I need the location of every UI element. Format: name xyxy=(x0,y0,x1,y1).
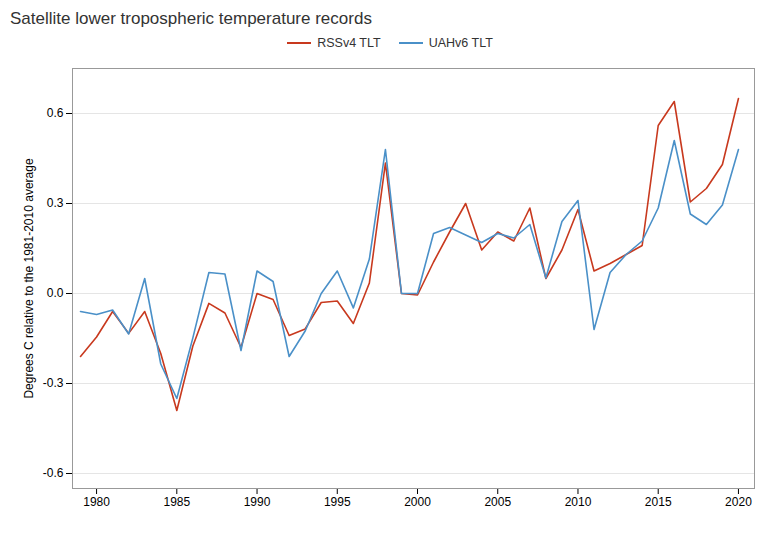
svg-text:1980: 1980 xyxy=(83,495,110,509)
svg-text:2005: 2005 xyxy=(484,495,511,509)
html-text:RSSv4 TLT: RSSv4 TLT xyxy=(317,36,381,50)
svg-text:Degrees C relative to the 1981: Degrees C relative to the 1981-2010 aver… xyxy=(22,158,36,398)
svg-text:2000: 2000 xyxy=(404,495,431,509)
svg-text:2010: 2010 xyxy=(565,495,592,509)
svg-text:1985: 1985 xyxy=(163,495,190,509)
svg-text:0.6: 0.6 xyxy=(47,106,64,120)
svg-text:0.3: 0.3 xyxy=(47,196,64,210)
svg-text:1995: 1995 xyxy=(324,495,351,509)
svg-text:2020: 2020 xyxy=(725,495,752,509)
html-text:UAHv6 TLT: UAHv6 TLT xyxy=(428,36,493,50)
svg-text:0.0: 0.0 xyxy=(47,286,64,300)
svg-text:-0.3: -0.3 xyxy=(43,376,64,390)
svg-text:-0.6: -0.6 xyxy=(43,466,64,480)
html-text:Satellite lower tropospheric t: Satellite lower tropospheric temperature… xyxy=(10,9,372,28)
svg-text:1990: 1990 xyxy=(244,495,271,509)
svg-text:2015: 2015 xyxy=(645,495,672,509)
